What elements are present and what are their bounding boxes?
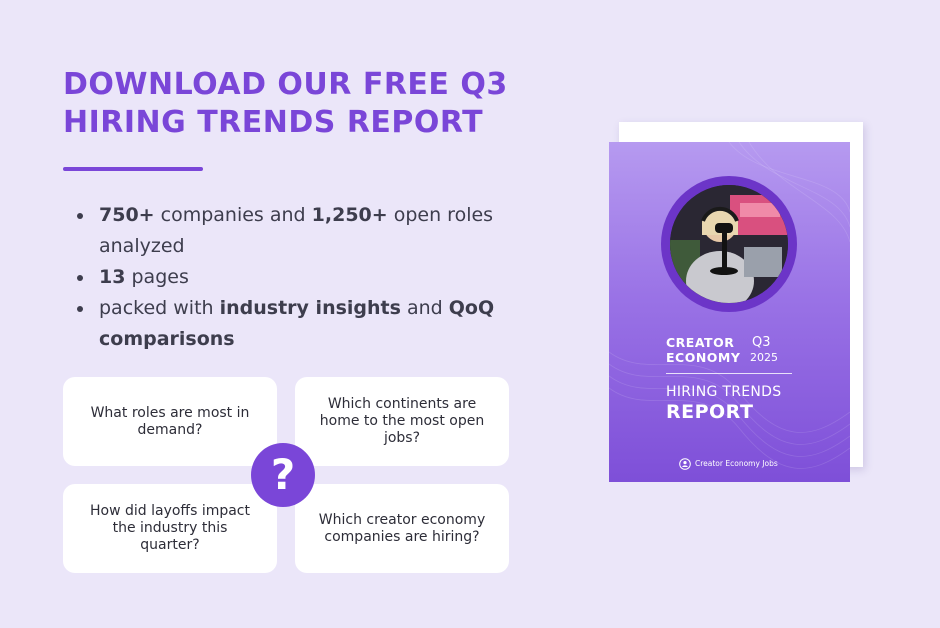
question-card-layoffs: How did layoffs impact the industry this…: [63, 484, 277, 573]
feature-item-pages: 13 pages: [75, 262, 545, 293]
headline: DOWNLOAD OUR FREE Q3 HIRING TRENDS REPOR…: [63, 66, 563, 142]
question-text: Which continents are home to the most op…: [319, 396, 485, 446]
headline-line-2: HIRING TRENDS REPORT: [63, 105, 484, 140]
cover-report: REPORT: [666, 401, 754, 423]
question-text: What roles are most in demand?: [90, 404, 250, 438]
report-cover[interactable]: CREATOR ECONOMY Q3 2025 HIRING TRENDS RE…: [609, 142, 850, 482]
wave-pattern-decoration: [609, 142, 850, 469]
feature-item-insights: packed with industry insights and QoQ co…: [75, 293, 545, 355]
cover-quarter: Q3: [752, 335, 771, 350]
question-card-roles: What roles are most in demand?: [63, 377, 277, 466]
cover-year: 2025: [750, 351, 778, 364]
cover-economy: ECONOMY: [666, 350, 741, 365]
podcaster-photo: [670, 185, 788, 303]
question-text: How did layoffs impact the industry this…: [90, 503, 250, 553]
cover-title: CREATOR ECONOMY: [666, 335, 740, 365]
brand-name: Creator Economy Jobs: [695, 459, 778, 468]
question-card-continents: Which continents are home to the most op…: [295, 377, 509, 466]
question-mark-icon: ?: [251, 443, 315, 507]
headline-divider: [63, 167, 203, 171]
creator-economy-jobs-logo-icon: [679, 458, 691, 470]
cover-divider: [666, 373, 792, 374]
feature-item-companies: 750+ companies and 1,250+ open roles ana…: [75, 200, 545, 262]
cover-brand: Creator Economy Jobs: [679, 458, 778, 470]
feature-list: 750+ companies and 1,250+ open roles ana…: [75, 200, 545, 355]
cover-hiring-trends: HIRING TRENDS: [666, 384, 782, 400]
question-text: Which creator economy companies are hiri…: [318, 511, 486, 545]
headline-line-1: DOWNLOAD OUR FREE Q3: [63, 67, 508, 102]
cover-creator: CREATOR: [666, 335, 735, 350]
question-card-companies: Which creator economy companies are hiri…: [295, 484, 509, 573]
